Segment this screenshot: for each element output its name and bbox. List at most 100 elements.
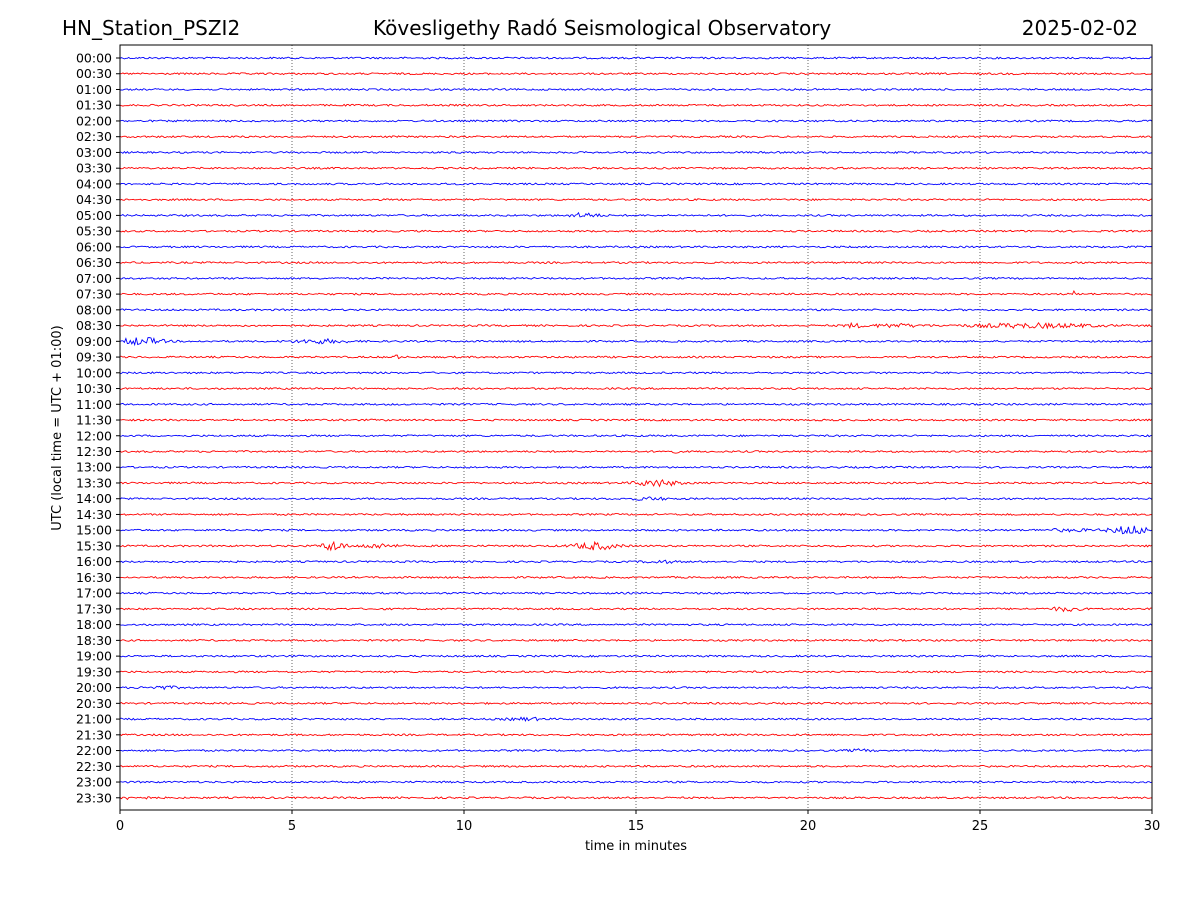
- trace-1200: [119, 434, 1153, 438]
- trace-1830: [119, 638, 1153, 642]
- trace-0900: [119, 337, 1153, 347]
- y-tick-label: 11:00: [76, 397, 112, 412]
- trace-0230: [119, 135, 1153, 139]
- y-tick-label: 00:00: [76, 51, 112, 66]
- y-axis: 00:0000:3001:0001:3002:0002:3003:0003:30…: [76, 51, 120, 805]
- trace-0100: [119, 87, 1153, 91]
- y-tick-label: 19:00: [76, 649, 112, 664]
- y-tick-label: 23:00: [76, 775, 112, 790]
- trace-1500: [119, 525, 1153, 535]
- y-tick-label: 20:00: [76, 680, 112, 695]
- trace-1530: [119, 540, 1153, 552]
- y-tick-label: 14:00: [76, 491, 112, 506]
- trace-0700: [119, 276, 1153, 280]
- trace-1300: [119, 465, 1153, 469]
- trace-2330: [119, 796, 1153, 801]
- x-axis-label: time in minutes: [585, 839, 687, 854]
- trace-1030: [119, 387, 1153, 391]
- y-tick-label: 10:30: [76, 381, 112, 396]
- y-tick-label: 21:00: [76, 712, 112, 727]
- y-tick-label: 18:00: [76, 617, 112, 632]
- y-tick-label: 01:00: [76, 82, 112, 97]
- trace-0600: [119, 245, 1153, 249]
- y-tick-label: 04:30: [76, 192, 112, 207]
- x-tick-label: 20: [800, 819, 817, 834]
- trace-1230: [119, 449, 1153, 454]
- y-tick-label: 01:30: [76, 98, 112, 113]
- x-tick-label: 0: [116, 819, 124, 834]
- trace-0930: [119, 354, 1153, 360]
- y-tick-label: 12:30: [76, 444, 112, 459]
- trace-0130: [119, 103, 1153, 107]
- trace-0000: [119, 56, 1153, 60]
- y-tick-label: 19:30: [76, 664, 112, 679]
- y-tick-label: 13:30: [76, 475, 112, 490]
- y-tick-label: 16:00: [76, 554, 112, 569]
- trace-1100: [119, 402, 1153, 406]
- y-tick-label: 22:30: [76, 759, 112, 774]
- y-tick-label: 09:30: [76, 350, 112, 365]
- trace-2030: [119, 701, 1153, 705]
- y-tick-label: 05:00: [76, 208, 112, 223]
- y-tick-label: 08:30: [76, 318, 112, 333]
- x-tick-label: 30: [1144, 819, 1161, 834]
- y-tick-label: 06:30: [76, 255, 112, 270]
- trace-0830: [119, 321, 1153, 330]
- y-tick-label: 02:00: [76, 113, 112, 128]
- station-name: HN_Station_PSZI2: [62, 16, 241, 40]
- trace-0430: [119, 198, 1153, 202]
- trace-0200: [119, 119, 1153, 123]
- trace-1600: [119, 559, 1153, 565]
- y-tick-label: 05:30: [76, 224, 112, 239]
- trace-0530: [119, 229, 1153, 233]
- y-tick-label: 21:30: [76, 727, 112, 742]
- y-axis-label: UTC (local time = UTC + 01:00): [50, 325, 65, 530]
- y-tick-label: 16:30: [76, 570, 112, 585]
- trace-0400: [119, 182, 1153, 186]
- y-tick-label: 14:30: [76, 507, 112, 522]
- y-tick-label: 20:30: [76, 696, 112, 711]
- trace-1000: [119, 371, 1153, 375]
- y-tick-label: 13:00: [76, 460, 112, 475]
- trace-1700: [119, 591, 1153, 595]
- chart-date: 2025-02-02: [1021, 16, 1138, 40]
- trace-1800: [119, 623, 1153, 627]
- y-tick-label: 07:00: [76, 271, 112, 286]
- y-tick-label: 11:30: [76, 413, 112, 428]
- trace-0030: [119, 72, 1153, 76]
- trace-1930: [119, 670, 1153, 674]
- y-tick-label: 02:30: [76, 129, 112, 144]
- y-tick-label: 06:00: [76, 239, 112, 254]
- trace-2000: [119, 685, 1153, 691]
- trace-1630: [119, 575, 1153, 579]
- y-tick-label: 03:00: [76, 145, 112, 160]
- trace-1430: [119, 512, 1153, 517]
- y-tick-label: 09:00: [76, 334, 112, 349]
- chart-title: Kövesligethy Radó Seismological Observat…: [373, 16, 832, 40]
- trace-2130: [119, 733, 1153, 737]
- x-axis: 0 5 10 15 20 25 30: [116, 810, 1160, 834]
- y-tick-label: 22:00: [76, 743, 112, 758]
- y-tick-label: 03:30: [76, 161, 112, 176]
- y-tick-label: 17:30: [76, 601, 112, 616]
- y-tick-label: 23:30: [76, 790, 112, 805]
- y-tick-label: 15:00: [76, 523, 112, 538]
- trace-0300: [119, 150, 1153, 155]
- trace-0730: [119, 289, 1153, 296]
- trace-1400: [119, 496, 1153, 501]
- trace-0800: [119, 308, 1153, 312]
- y-tick-label: 17:00: [76, 586, 112, 601]
- trace-1900: [119, 654, 1153, 658]
- trace-1330: [119, 478, 1153, 488]
- trace-2300: [119, 780, 1153, 784]
- x-tick-label: 15: [628, 819, 645, 834]
- y-tick-label: 10:00: [76, 365, 112, 380]
- trace-0630: [119, 261, 1153, 265]
- trace-2200: [119, 748, 1153, 753]
- seismogram-traces: [119, 56, 1153, 801]
- x-tick-label: 5: [288, 819, 296, 834]
- trace-2100: [119, 716, 1153, 722]
- x-tick-label: 25: [972, 819, 989, 834]
- y-tick-label: 04:00: [76, 176, 112, 191]
